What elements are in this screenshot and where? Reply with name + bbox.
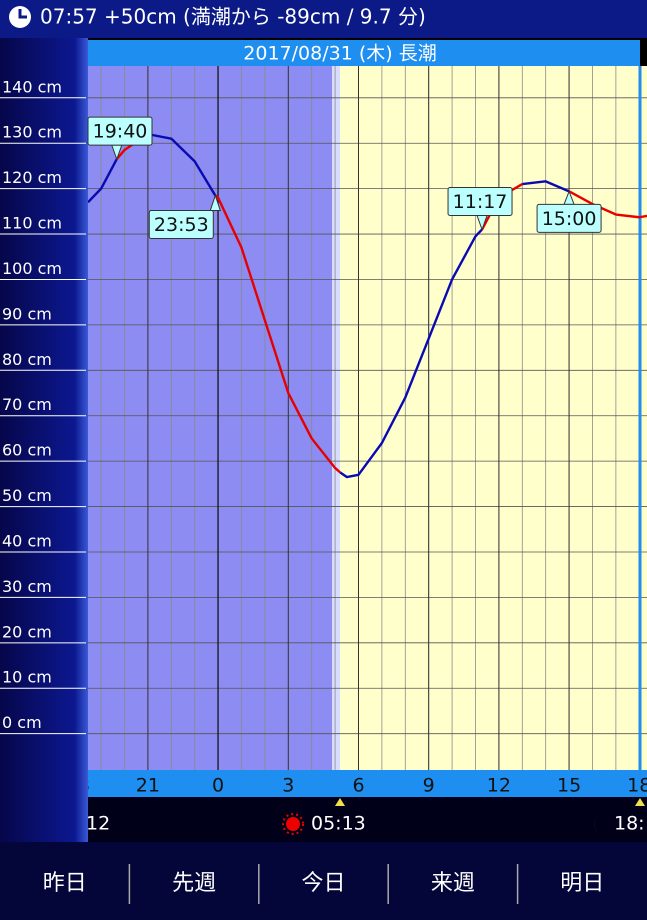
callout-box	[447, 187, 513, 217]
twilight-area	[332, 66, 340, 770]
chart-title: 2017/08/31 (木) 長潮	[243, 43, 436, 65]
callout-box	[87, 116, 153, 146]
y-tick-label: 10 cm	[2, 668, 52, 687]
y-axis-panel	[0, 38, 88, 845]
y-tick-label: 50 cm	[2, 486, 52, 505]
event-text: 05:13	[311, 813, 366, 835]
x-tick-label: 18	[66, 775, 90, 797]
x-tick-label: 21	[136, 775, 160, 797]
y-tick-label: 80 cm	[2, 350, 52, 369]
tide-curve	[88, 132, 647, 479]
tide-line	[115, 133, 647, 474]
y-tick-label: 70 cm	[2, 395, 52, 414]
x-tick-label: 12	[487, 775, 511, 797]
clock-hands	[18, 9, 27, 19]
callout-text: 15:00	[542, 208, 597, 230]
y-tick-label: 0 cm	[2, 713, 42, 732]
x-tick-label: 18	[627, 775, 647, 797]
nav-buttons: 昨日 先週 今日 来週 明日	[43, 864, 604, 904]
y-tick-label: 30 cm	[2, 577, 52, 596]
nav-bar	[0, 842, 647, 920]
night-area	[88, 66, 332, 770]
y-tick-label: 140 cm	[2, 77, 62, 96]
nav-button[interactable]: 昨日	[43, 871, 87, 896]
x-tick-label: 15	[557, 775, 581, 797]
events: 12 05:13 18:	[86, 798, 645, 836]
y-tick-label: 100 cm	[2, 259, 62, 278]
tide-line	[88, 132, 570, 479]
event-text: 12	[86, 813, 110, 835]
sun-rays	[282, 813, 304, 835]
callout-text: 19:40	[93, 121, 148, 143]
date-bar	[88, 40, 640, 66]
event-text: 18:	[614, 813, 645, 835]
x-tick-label: 3	[282, 775, 294, 797]
status-bar	[0, 0, 647, 38]
nav-button[interactable]: 来週	[431, 871, 475, 896]
callout-box	[148, 209, 214, 239]
status-text: 07:57 +50cm (満潮から -89cm / 9.7 分)	[40, 5, 426, 29]
callout-pointer	[209, 193, 221, 211]
y-tick-label: 60 cm	[2, 441, 52, 460]
annotations: 19:40 23:53 11:17 15:00	[87, 116, 602, 239]
x-tick-label: 9	[423, 775, 435, 797]
moon-marker	[635, 798, 645, 806]
nav-button[interactable]: 今日	[301, 871, 345, 896]
x-axis: 18 21 0 3 6 9 12 15 18	[66, 775, 647, 797]
y-tick-label: 110 cm	[2, 214, 62, 233]
callout-text: 11:17	[453, 191, 508, 213]
nav-button[interactable]: 先週	[172, 871, 216, 896]
y-tick-label: 40 cm	[2, 531, 52, 550]
y-tick-label: 130 cm	[2, 123, 62, 142]
x-axis-bar	[88, 770, 647, 797]
y-tick-label: 20 cm	[2, 622, 52, 641]
y-tick-label: 120 cm	[2, 168, 62, 187]
y-tick-label: 90 cm	[2, 304, 52, 323]
sun-icon	[286, 817, 300, 831]
callout-text: 23:53	[154, 214, 209, 236]
x-tick-label: 0	[212, 775, 224, 797]
events-row	[88, 797, 647, 842]
callout-box	[536, 203, 602, 233]
y-axis: 0 cm 10 cm 20 cm 30 cm 40 cm 50 cm 60 cm 70 cm 8…	[0, 77, 86, 735]
x-tick-label: 6	[352, 775, 364, 797]
nav-button[interactable]: 明日	[560, 871, 604, 896]
sunrise-marker	[335, 798, 345, 806]
